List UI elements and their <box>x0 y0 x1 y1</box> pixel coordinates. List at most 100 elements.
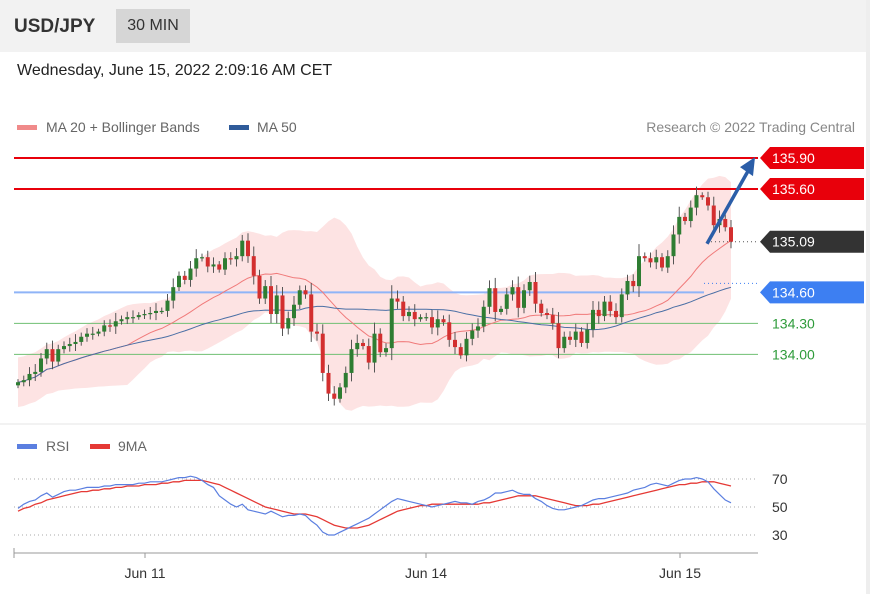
candle-body <box>493 288 498 312</box>
candle-body <box>217 264 222 270</box>
candle-body <box>297 290 302 305</box>
x-tick-label: Jun 15 <box>659 565 701 581</box>
candle-body <box>102 325 107 332</box>
candle-body <box>619 294 624 318</box>
candle-body <box>683 216 687 222</box>
candle-body <box>142 314 147 316</box>
candle-body <box>510 287 515 295</box>
candle-body <box>401 301 406 317</box>
candle-body <box>614 310 618 318</box>
level-label: 135.09 <box>772 234 815 250</box>
candle-body <box>338 387 342 399</box>
candle-body <box>366 346 371 363</box>
candle-body <box>487 288 492 307</box>
candle-body <box>188 268 193 280</box>
candle-body <box>642 256 647 259</box>
legend-label: MA 20 + Bollinger Bands <box>46 119 200 135</box>
candle-body <box>660 257 664 268</box>
candle-body <box>27 373 32 381</box>
candle-body <box>453 339 457 348</box>
rsi-tick-label: 70 <box>772 471 788 487</box>
candle-body <box>418 317 423 320</box>
candle-body <box>591 309 595 330</box>
candle-body <box>602 301 607 317</box>
candle-body <box>251 256 256 276</box>
candle-body <box>280 295 285 329</box>
candle-body <box>504 294 509 309</box>
legend-label: MA 50 <box>257 119 297 135</box>
candle-body <box>499 308 503 312</box>
candle-body <box>303 290 308 295</box>
candle-body <box>527 281 532 291</box>
candle-body <box>177 275 181 288</box>
candle-body <box>16 382 20 386</box>
candle-body <box>159 310 164 313</box>
x-tick-label: Jun 14 <box>405 565 447 581</box>
level-tag <box>760 281 864 304</box>
projection-arrow-head <box>740 157 755 177</box>
level-tag <box>760 230 864 253</box>
candle-body <box>729 227 733 242</box>
candle-body <box>384 348 388 353</box>
level-tag <box>760 177 864 200</box>
candle-body <box>516 287 521 308</box>
candle-body <box>131 317 135 319</box>
candle-body <box>90 333 95 335</box>
candle-body <box>228 258 233 260</box>
candle-body <box>562 336 567 349</box>
candle-body <box>378 333 383 353</box>
candle-body <box>21 380 26 383</box>
candle-body <box>481 306 486 327</box>
candle-body <box>637 256 641 287</box>
candle-body <box>194 258 199 269</box>
candle-body <box>73 341 78 344</box>
candle-body <box>240 240 245 257</box>
candle-body <box>412 311 417 320</box>
level-label: 134.00 <box>772 346 815 362</box>
ma50-line <box>17 286 732 383</box>
candle-body <box>441 319 446 323</box>
candle-body <box>361 342 365 347</box>
rsi-tick-label: 30 <box>772 527 788 543</box>
candle-body <box>62 346 66 350</box>
chart-header: USD/JPY 30 MIN <box>0 0 866 52</box>
candle-body <box>234 256 239 260</box>
level-tag <box>760 147 864 169</box>
timeframe-button[interactable]: 30 MIN <box>116 9 190 43</box>
candle-body <box>435 319 440 328</box>
candle-body <box>631 280 636 287</box>
legend-swatch-ma50 <box>229 125 249 130</box>
candle-body <box>430 317 434 328</box>
candle-body <box>211 264 216 267</box>
candle-body <box>257 275 262 299</box>
candle-body <box>372 333 377 363</box>
x-tick-label: Jun 11 <box>125 565 166 581</box>
candle-body <box>545 312 549 316</box>
candle-body <box>688 207 693 222</box>
level-label: 135.60 <box>772 181 815 197</box>
candle-body <box>223 258 227 270</box>
candle-body <box>476 326 480 331</box>
candle-body <box>96 331 101 334</box>
candle-body <box>50 349 55 362</box>
candle-body <box>343 372 348 388</box>
candle-body <box>355 342 360 350</box>
candle-body <box>349 349 354 373</box>
candle-body <box>573 331 578 340</box>
candle-body <box>706 197 710 206</box>
legend-label: RSI <box>46 438 69 454</box>
candle-body <box>447 322 452 340</box>
candle-body <box>39 358 43 372</box>
candle-body <box>315 331 319 334</box>
candle-body <box>389 298 394 349</box>
candle-body <box>585 329 590 343</box>
candle-body <box>539 303 544 313</box>
symbol-title: USD/JPY <box>14 16 96 37</box>
candle-body <box>263 286 268 299</box>
candle-body <box>125 317 130 320</box>
candle-body <box>458 347 463 356</box>
candle-body <box>205 257 210 267</box>
candle-body <box>148 312 153 315</box>
candle-body <box>608 301 613 311</box>
